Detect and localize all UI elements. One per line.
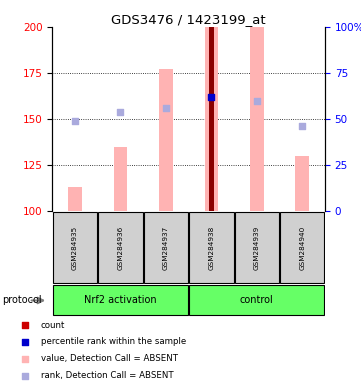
Bar: [68, 187, 82, 211]
Text: percentile rank within the sample: percentile rank within the sample: [40, 338, 186, 346]
Point: [22, 339, 28, 345]
Point: [22, 372, 28, 379]
Text: control: control: [240, 295, 274, 306]
Point: [72, 118, 78, 124]
Bar: [53, 285, 188, 316]
Bar: [98, 212, 143, 283]
Text: Nrf2 activation: Nrf2 activation: [84, 295, 157, 306]
Point: [254, 98, 260, 104]
Text: count: count: [40, 321, 65, 330]
Text: GSM284938: GSM284938: [208, 225, 214, 270]
Point: [22, 356, 28, 362]
Point: [22, 322, 28, 328]
Bar: [114, 147, 127, 211]
Title: GDS3476 / 1423199_at: GDS3476 / 1423199_at: [111, 13, 266, 26]
Text: GSM284940: GSM284940: [299, 225, 305, 270]
Text: protocol: protocol: [2, 295, 42, 306]
Text: GSM284939: GSM284939: [254, 225, 260, 270]
Text: GSM284937: GSM284937: [163, 225, 169, 270]
Bar: [205, 27, 218, 211]
Bar: [209, 27, 214, 211]
Text: GSM284936: GSM284936: [117, 225, 123, 270]
Point: [299, 123, 305, 129]
Text: GSM284935: GSM284935: [72, 225, 78, 270]
Bar: [295, 156, 309, 211]
Point: [118, 109, 123, 115]
Bar: [235, 212, 279, 283]
Text: rank, Detection Call = ABSENT: rank, Detection Call = ABSENT: [40, 371, 173, 380]
Bar: [189, 285, 325, 316]
Bar: [189, 212, 234, 283]
Bar: [144, 212, 188, 283]
Point: [163, 105, 169, 111]
Text: value, Detection Call = ABSENT: value, Detection Call = ABSENT: [40, 354, 178, 363]
Bar: [250, 27, 264, 211]
Bar: [53, 212, 97, 283]
Bar: [159, 69, 173, 211]
Point: [208, 94, 214, 100]
Bar: [280, 212, 325, 283]
